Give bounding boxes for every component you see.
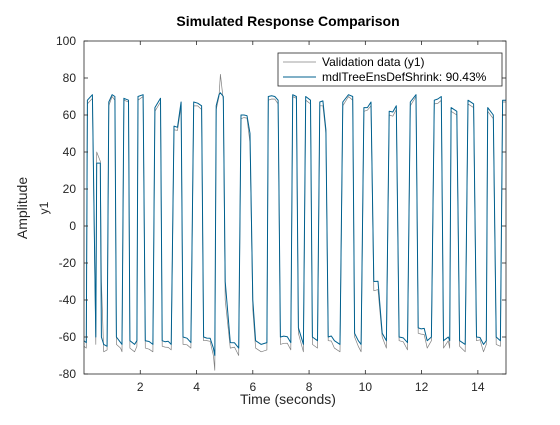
y-tick-label: 20 (63, 182, 77, 196)
y-tick-label: -40 (59, 293, 77, 307)
x-axis-label: Time (seconds) (240, 391, 336, 407)
x-tick-label: 12 (415, 380, 429, 394)
series-layer (83, 73, 506, 371)
y-tick-label: -20 (59, 256, 77, 270)
x-tick-label: 2 (137, 380, 144, 394)
x-tick-label: 6 (249, 380, 256, 394)
y-tick-label: 80 (63, 71, 77, 85)
y-tick-label: 0 (69, 219, 76, 233)
chart-title: Simulated Response Comparison (176, 13, 399, 29)
y-tick-label: -60 (59, 330, 77, 344)
legend[interactable]: Validation data (y1) mdlTreeEnsDefShrink… (277, 52, 503, 87)
ticks-layer: 2 4 6 8 10 12 14 -80 -60 -40 -20 0 20 40 60 80 100 (56, 34, 506, 394)
y-tick-label: 40 (63, 145, 77, 159)
x-tick-label: 8 (306, 380, 313, 394)
y-tick-label: 100 (56, 34, 76, 48)
y-tick-label: 60 (63, 108, 77, 122)
channel-label: y1 (37, 201, 51, 214)
series-line-1 (83, 92, 506, 356)
axes-box (83, 40, 507, 375)
legend-label-model: mdlTreeEnsDefShrink: 90.43% (322, 70, 487, 84)
legend-label-validation: Validation data (y1) (322, 55, 425, 69)
legend-box (277, 52, 503, 87)
x-tick-label: 14 (471, 380, 485, 394)
y-tick-label: -80 (59, 367, 77, 381)
x-tick-label: 10 (359, 380, 373, 394)
x-tick-label: 4 (193, 380, 200, 394)
y-axis-label: Amplitude (14, 177, 30, 239)
